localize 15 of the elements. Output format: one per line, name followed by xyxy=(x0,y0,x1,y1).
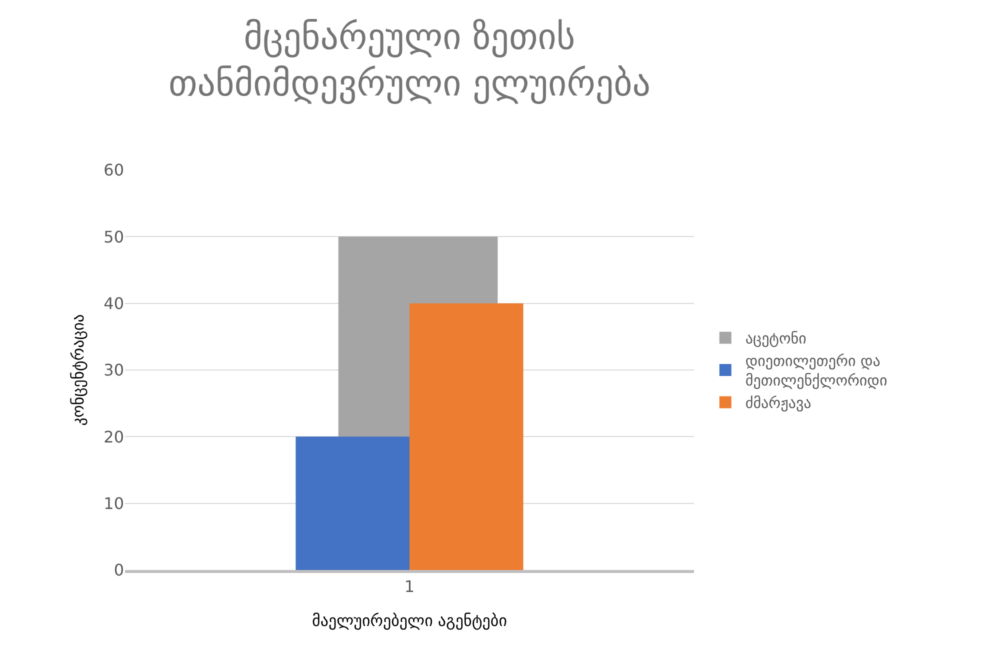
y-tick-label: 0 xyxy=(114,560,124,580)
legend-label: ძმარჟავა xyxy=(745,394,812,412)
legend-label: აცეტონი xyxy=(745,330,807,348)
chart-title: მცენარეული ზეთის თანმიმდევრული ელუირება xyxy=(168,16,651,105)
y-tick-label: 40 xyxy=(104,294,124,313)
y-axis-title: კონცენტრაცია xyxy=(68,314,88,426)
y-tick-label: 50 xyxy=(104,227,124,246)
y-tick-label: 20 xyxy=(104,427,124,446)
x-axis-title: მაელუირებელი აგენტები xyxy=(312,610,508,630)
y-tick-label: 30 xyxy=(104,360,124,380)
y-tick-label: 60 xyxy=(104,160,124,180)
x-tick-label: 1 xyxy=(404,577,415,596)
bar xyxy=(410,303,524,570)
bar xyxy=(296,436,410,570)
y-tick-label: 10 xyxy=(104,494,124,513)
